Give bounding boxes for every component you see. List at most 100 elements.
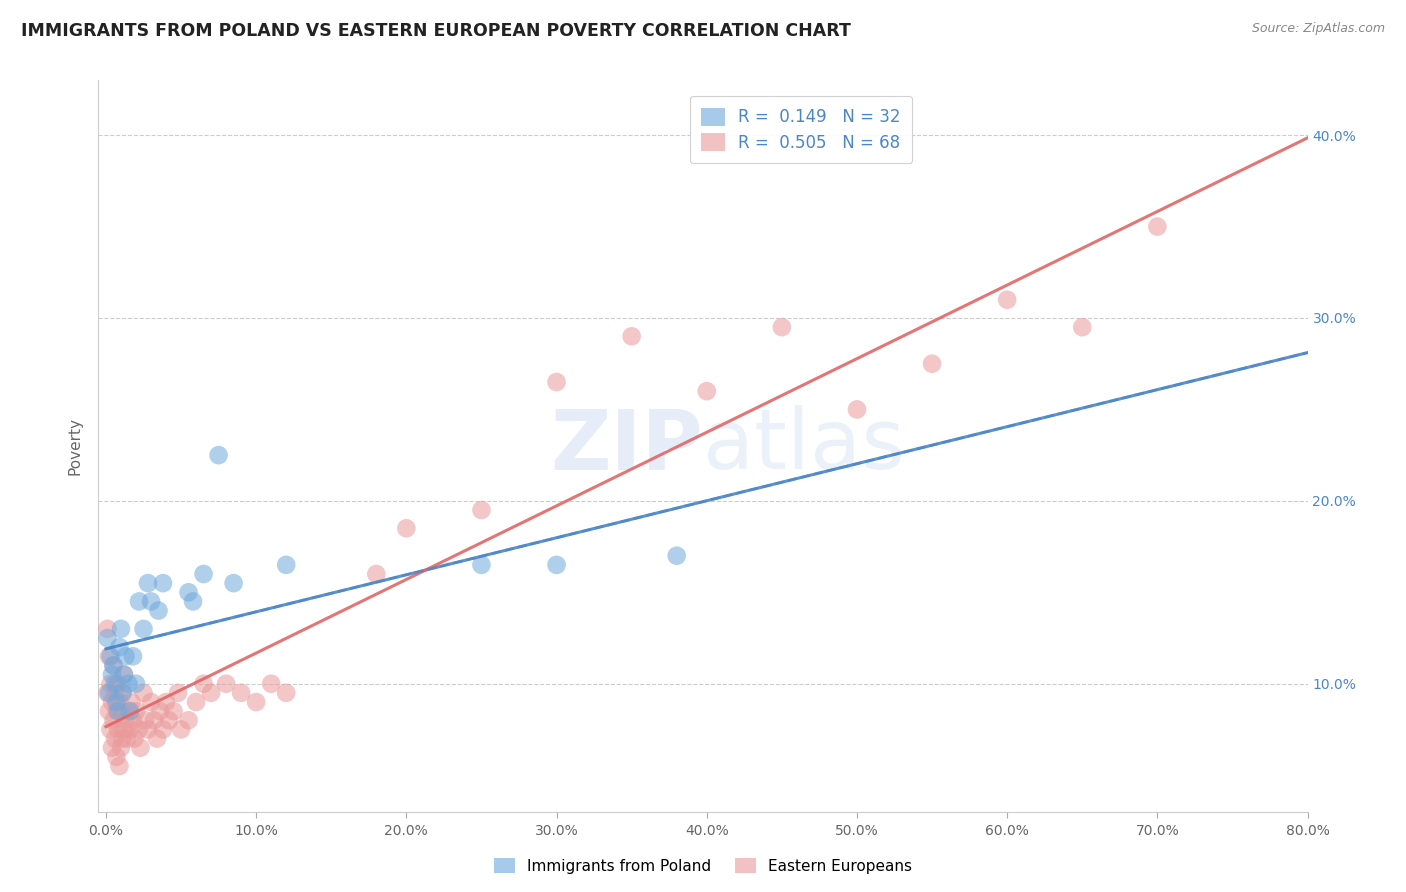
Point [696, 384, 718, 398]
Point [104, 676, 127, 690]
Point [101, 667, 124, 681]
Point [200, 686, 222, 700]
Point [105, 695, 128, 709]
Point [132, 686, 155, 700]
Point [110, 704, 132, 718]
Point [1146, 219, 1168, 234]
Point [470, 558, 492, 572]
Point [97, 704, 120, 718]
Point [107, 704, 129, 718]
Legend: Immigrants from Poland, Eastern Europeans: Immigrants from Poland, Eastern European… [488, 852, 918, 880]
Point [111, 686, 134, 700]
Point [100, 676, 122, 690]
Point [152, 723, 174, 737]
Point [128, 594, 150, 608]
Point [101, 740, 124, 755]
Point [146, 731, 169, 746]
Point [260, 676, 283, 690]
Point [101, 695, 124, 709]
Point [162, 704, 184, 718]
Point [107, 723, 129, 737]
Point [122, 649, 145, 664]
Point [245, 695, 267, 709]
Point [193, 676, 215, 690]
Point [103, 658, 125, 673]
Point [103, 658, 125, 673]
Point [108, 695, 131, 709]
Point [117, 676, 139, 690]
Text: IMMIGRANTS FROM POLAND VS EASTERN EUROPEAN POVERTY CORRELATION CHART: IMMIGRANTS FROM POLAND VS EASTERN EUROPE… [21, 22, 851, 40]
Point [110, 740, 132, 755]
Point [215, 676, 238, 690]
Point [665, 549, 688, 563]
Point [112, 667, 135, 681]
Point [1071, 320, 1094, 334]
Point [148, 603, 170, 617]
Point [117, 704, 139, 718]
Point [177, 585, 200, 599]
Point [108, 759, 131, 773]
Point [157, 714, 180, 728]
Point [118, 704, 141, 718]
Point [128, 723, 150, 737]
Point [125, 676, 148, 690]
Point [114, 649, 136, 664]
Legend: R =  0.149   N = 32, R =  0.505   N = 68: R = 0.149 N = 32, R = 0.505 N = 68 [690, 96, 912, 163]
Point [276, 686, 298, 700]
Point [995, 293, 1018, 307]
Point [170, 723, 193, 737]
Point [125, 704, 148, 718]
Point [193, 567, 215, 582]
Point [177, 714, 200, 728]
Point [149, 704, 172, 718]
Point [124, 731, 146, 746]
Point [111, 731, 134, 746]
Point [103, 714, 125, 728]
Point [96, 686, 118, 700]
Point [96, 631, 118, 645]
Point [100, 649, 122, 664]
Point [111, 686, 134, 700]
Point [112, 723, 135, 737]
Point [129, 740, 152, 755]
Point [96, 622, 118, 636]
Text: Source: ZipAtlas.com: Source: ZipAtlas.com [1251, 22, 1385, 36]
Point [118, 723, 141, 737]
Point [121, 695, 143, 709]
Point [546, 558, 568, 572]
Point [104, 731, 127, 746]
Point [167, 686, 190, 700]
Point [184, 695, 207, 709]
Point [770, 320, 793, 334]
Point [366, 567, 388, 582]
Point [276, 558, 298, 572]
Point [921, 357, 943, 371]
Point [105, 749, 128, 764]
Point [105, 704, 128, 718]
Point [229, 686, 252, 700]
Text: atlas: atlas [703, 406, 904, 486]
Point [152, 576, 174, 591]
Point [136, 723, 159, 737]
Point [546, 375, 568, 389]
Point [112, 667, 135, 681]
Y-axis label: Poverty: Poverty [67, 417, 83, 475]
Point [470, 503, 492, 517]
Point [155, 695, 177, 709]
Point [143, 714, 166, 728]
Point [136, 576, 159, 591]
Point [620, 329, 643, 343]
Point [222, 576, 245, 591]
Point [139, 594, 162, 608]
Point [207, 448, 229, 462]
Point [100, 723, 122, 737]
Point [181, 594, 204, 608]
Point [114, 714, 136, 728]
Point [110, 622, 132, 636]
Point [132, 622, 155, 636]
Point [115, 731, 138, 746]
Point [97, 649, 120, 664]
Text: ZIP: ZIP [551, 406, 703, 486]
Point [107, 676, 129, 690]
Point [108, 640, 131, 655]
